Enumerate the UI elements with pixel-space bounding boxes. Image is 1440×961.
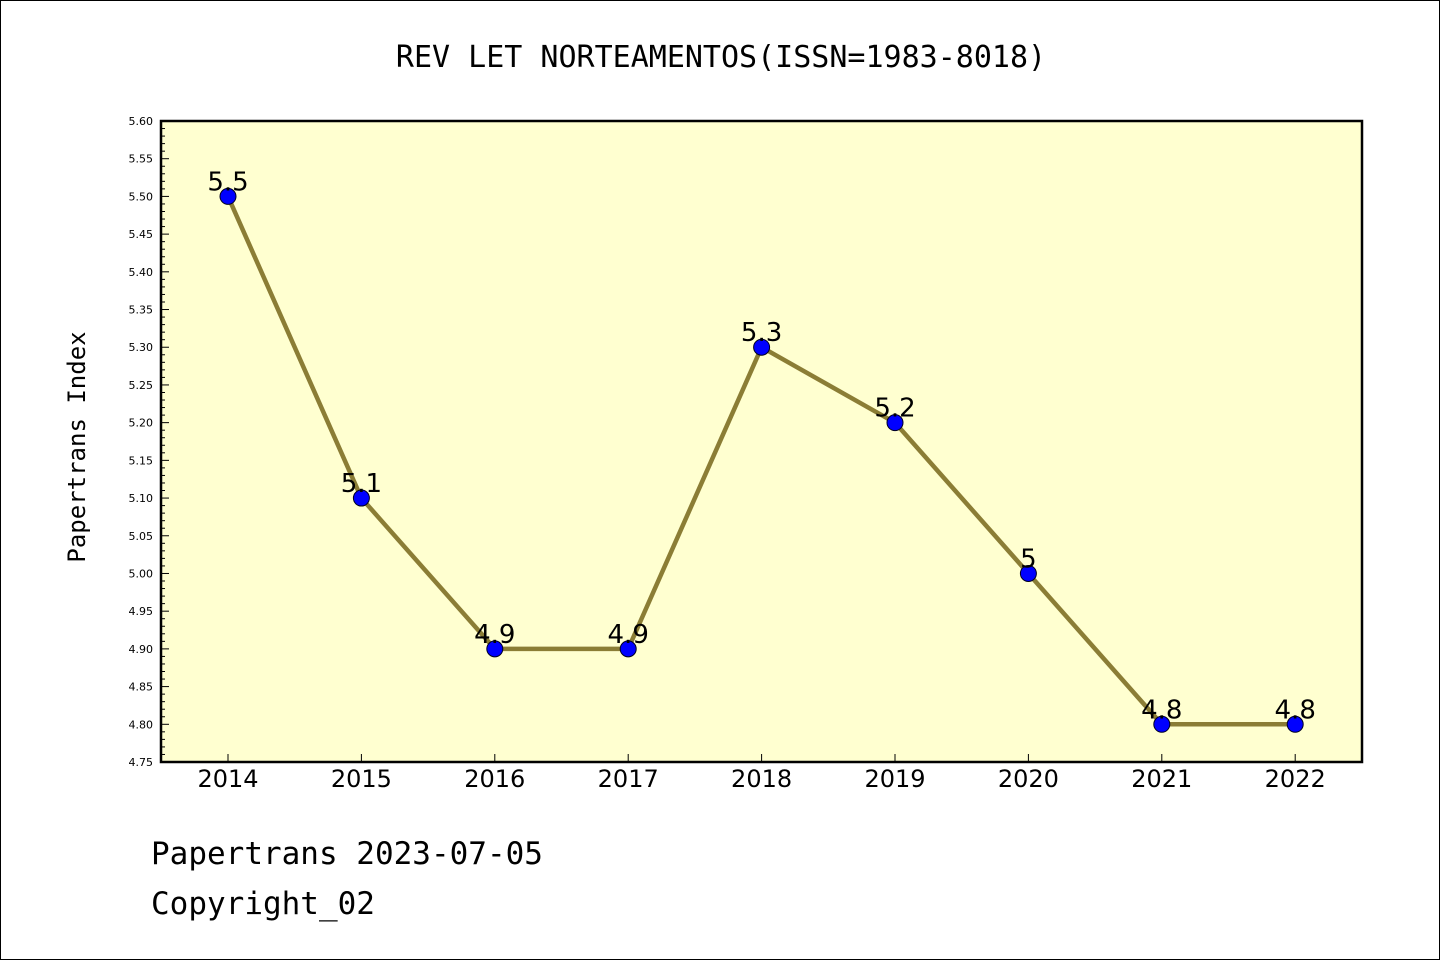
y-tick-label: 4.75 xyxy=(129,756,154,769)
footer-copyright-text: Copyright_02 xyxy=(151,886,375,922)
x-tick-label: 2019 xyxy=(864,765,925,793)
x-tick-label: 2021 xyxy=(1131,765,1192,793)
plot-area xyxy=(159,119,1364,764)
y-tick-label: 5.55 xyxy=(129,153,154,166)
data-point xyxy=(219,187,237,205)
y-tick-label: 4.90 xyxy=(129,643,154,656)
data-label: 5.2 xyxy=(874,394,915,424)
data-point xyxy=(1019,564,1037,582)
chart-title: REV LET NORTEAMENTOS(ISSN=1983-8018) xyxy=(396,40,1046,75)
data-label: 4.9 xyxy=(608,620,649,650)
data-label: 5 xyxy=(1020,544,1037,574)
x-tick-label: 2022 xyxy=(1265,765,1326,793)
y-tick-label: 5.30 xyxy=(129,341,154,354)
data-point xyxy=(619,640,637,658)
y-axis: 4.75 4.80 4.85 4.90 4.95 5.00 5.05 5.10 5.15 5.20… xyxy=(129,115,169,769)
y-tick-label: 5.35 xyxy=(129,304,154,317)
y-tick-label: 5.50 xyxy=(129,190,154,203)
data-label: 5.5 xyxy=(207,167,248,197)
data-point xyxy=(1286,715,1304,733)
y-tick-label: 5.00 xyxy=(129,567,154,580)
x-tick-label: 2014 xyxy=(197,765,258,793)
data-label: 4.8 xyxy=(1275,695,1316,725)
x-tick-label: 2018 xyxy=(731,765,792,793)
x-tick-label: 2020 xyxy=(998,765,1059,793)
x-tick-label: 2017 xyxy=(598,765,659,793)
data-point xyxy=(486,640,504,658)
y-tick-label: 5.20 xyxy=(129,417,154,430)
y-tick-label: 5.25 xyxy=(129,379,154,392)
data-label: 5.1 xyxy=(341,469,382,499)
y-tick-label: 5.45 xyxy=(129,228,154,241)
data-label: 4.9 xyxy=(474,620,515,650)
y-tick-label: 5.60 xyxy=(129,115,154,128)
data-point xyxy=(886,414,904,432)
y-tick-label: 5.15 xyxy=(129,454,154,467)
y-tick-label: 4.85 xyxy=(129,681,154,694)
series-1: 5.5 5.1 4.9 4.9 5.3 5.2 5 4.8 4.8 xyxy=(207,167,1316,733)
y-axis-label: Papertrans Index xyxy=(63,331,91,562)
data-label: 5.3 xyxy=(741,318,782,348)
data-point xyxy=(352,489,370,507)
x-tick-label: 2015 xyxy=(331,765,392,793)
y-tick-label: 4.95 xyxy=(129,605,154,618)
y-tick-label: 5.10 xyxy=(129,492,154,505)
y-tick-label: 5.05 xyxy=(129,530,154,543)
x-axis: 2014 2015 2016 2017 2018 2019 2020 2021 2022 xyxy=(197,754,1326,793)
y-tick-label: 4.80 xyxy=(129,718,154,731)
data-point xyxy=(753,338,771,356)
x-tick-label: 2016 xyxy=(464,765,525,793)
data-label: 4.8 xyxy=(1141,695,1182,725)
y-tick-label: 5.40 xyxy=(129,266,154,279)
footer-date-text: Papertrans 2023-07-05 xyxy=(151,836,543,872)
data-point xyxy=(1153,715,1171,733)
